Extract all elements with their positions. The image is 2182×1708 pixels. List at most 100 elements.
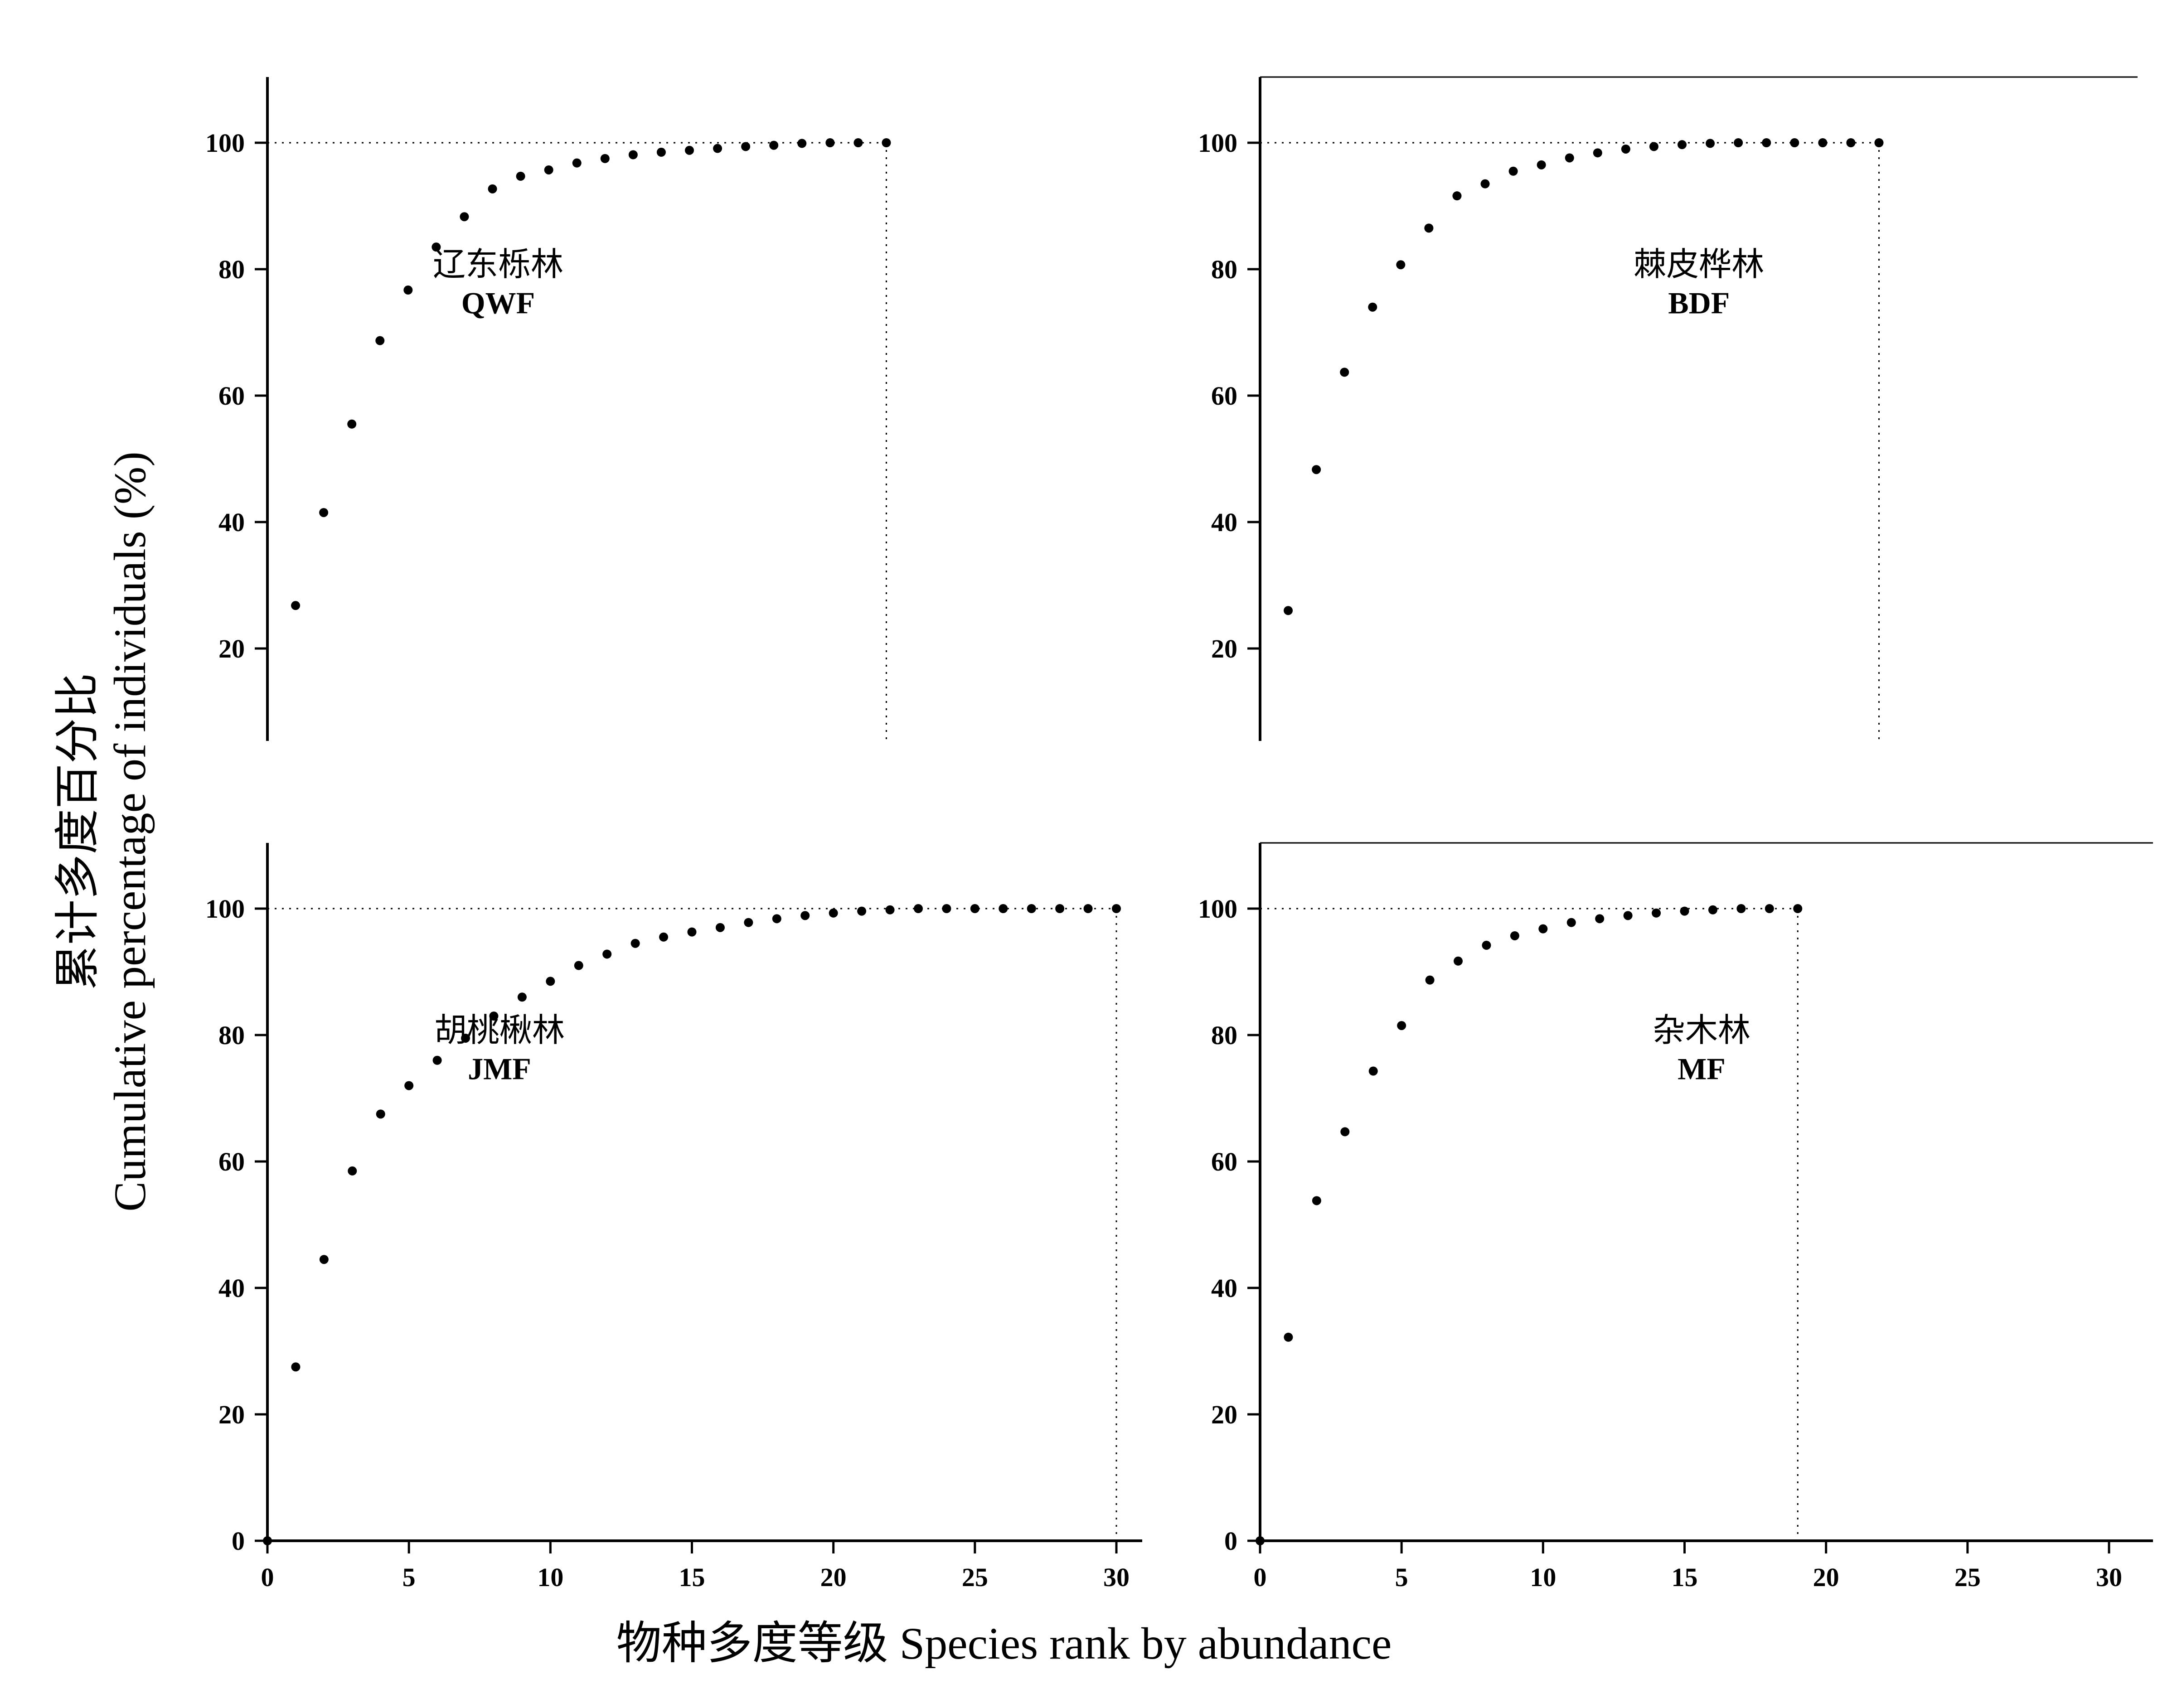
data-point [687,927,697,937]
data-point [1368,302,1377,312]
data-point [1397,1021,1406,1031]
data-point [1734,138,1743,147]
x-tick-label: 30 [2096,1563,2122,1592]
x-tick-label: 15 [1672,1563,1698,1592]
data-point [715,923,725,932]
data-point [319,1255,329,1264]
data-point [1593,148,1602,158]
x-tick-label: 5 [1395,1563,1408,1592]
data-point [1790,138,1799,147]
data-point [1454,956,1463,966]
data-point [1396,260,1406,270]
y-tick-label: 20 [1211,634,1237,663]
data-point [913,904,923,913]
data-point [489,1011,499,1021]
data-point [1256,1536,1265,1545]
y-tick-label: 0 [1224,1526,1237,1556]
y-tick-label: 40 [1211,508,1237,537]
data-point [375,336,385,345]
y-tick-label: 40 [1211,1273,1237,1303]
x-tick-label: 0 [1254,1563,1267,1592]
y-tick-label: 80 [218,1021,245,1050]
data-point [1425,975,1435,985]
y-tick-label: 60 [218,381,245,411]
x-tick-label: 30 [1103,1563,1130,1592]
data-point [1706,139,1715,148]
data-point [853,138,863,147]
data-point [546,977,555,986]
data-point [685,145,694,155]
x-tick-label: 10 [537,1563,563,1592]
data-point [1678,140,1687,150]
data-point [1284,606,1293,615]
data-point [800,911,810,920]
y-tick-label: 100 [1198,128,1237,158]
y-tick-label: 0 [232,1526,245,1556]
data-point [659,932,669,942]
x-tick-label: 20 [1813,1563,1839,1592]
data-point [1424,223,1434,233]
data-point [1623,911,1633,920]
x-tick-label: 20 [820,1563,847,1592]
panel-label-cn: 棘皮桦林 [1634,245,1764,283]
y-tick-label: 40 [218,508,245,537]
data-point [1340,1127,1350,1137]
data-point [999,904,1008,913]
data-point [942,904,951,913]
panel-label-en: BDF [1668,286,1730,320]
x-tick-label: 10 [1530,1563,1556,1592]
data-point [574,961,583,970]
data-point [1762,138,1771,147]
data-point [432,1055,442,1065]
y-axis-title-cn: 累计多度百分比 [53,673,103,990]
data-point [1508,166,1518,176]
data-point [1112,904,1121,913]
data-point [461,1033,470,1043]
data-point [376,1109,385,1119]
data-point [882,138,891,147]
data-point [263,1536,272,1545]
data-point [1452,191,1462,201]
data-point [1368,1066,1378,1076]
panel-label-en: QWF [461,286,535,320]
data-point [1680,906,1689,916]
y-tick-label: 80 [1211,255,1237,284]
y-tick-label: 60 [218,1147,245,1176]
y-axis-title-en: Cumulative percentage of individuals (%) [105,451,155,1211]
panel-label-cn: 辽东栎林 [433,245,563,283]
data-point [1340,368,1349,377]
data-point [797,139,807,148]
y-tick-label: 40 [218,1273,245,1303]
data-point [713,144,722,153]
data-point [769,140,779,150]
data-point [348,1166,357,1176]
data-point [1874,138,1884,147]
data-point [628,150,638,160]
data-point [885,905,895,914]
data-point [829,908,838,918]
data-point [291,1362,301,1372]
data-point [1765,904,1774,913]
y-tick-label: 20 [218,1400,245,1429]
data-point [1566,918,1576,927]
data-point [1055,904,1065,913]
data-point [857,906,867,916]
panel-label-cn: 杂木林 [1653,1011,1750,1049]
data-point [432,242,441,252]
data-point [1793,904,1803,913]
data-point [1312,465,1321,474]
data-point [600,154,610,163]
data-point [1027,904,1036,913]
data-point [1538,924,1548,934]
data-point [744,918,753,927]
y-tick-label: 80 [218,255,245,284]
data-point [1736,904,1746,913]
data-point [488,184,497,194]
data-point [1312,1196,1321,1205]
data-point [291,601,301,610]
data-point [1083,904,1093,913]
data-point [1284,1332,1293,1342]
